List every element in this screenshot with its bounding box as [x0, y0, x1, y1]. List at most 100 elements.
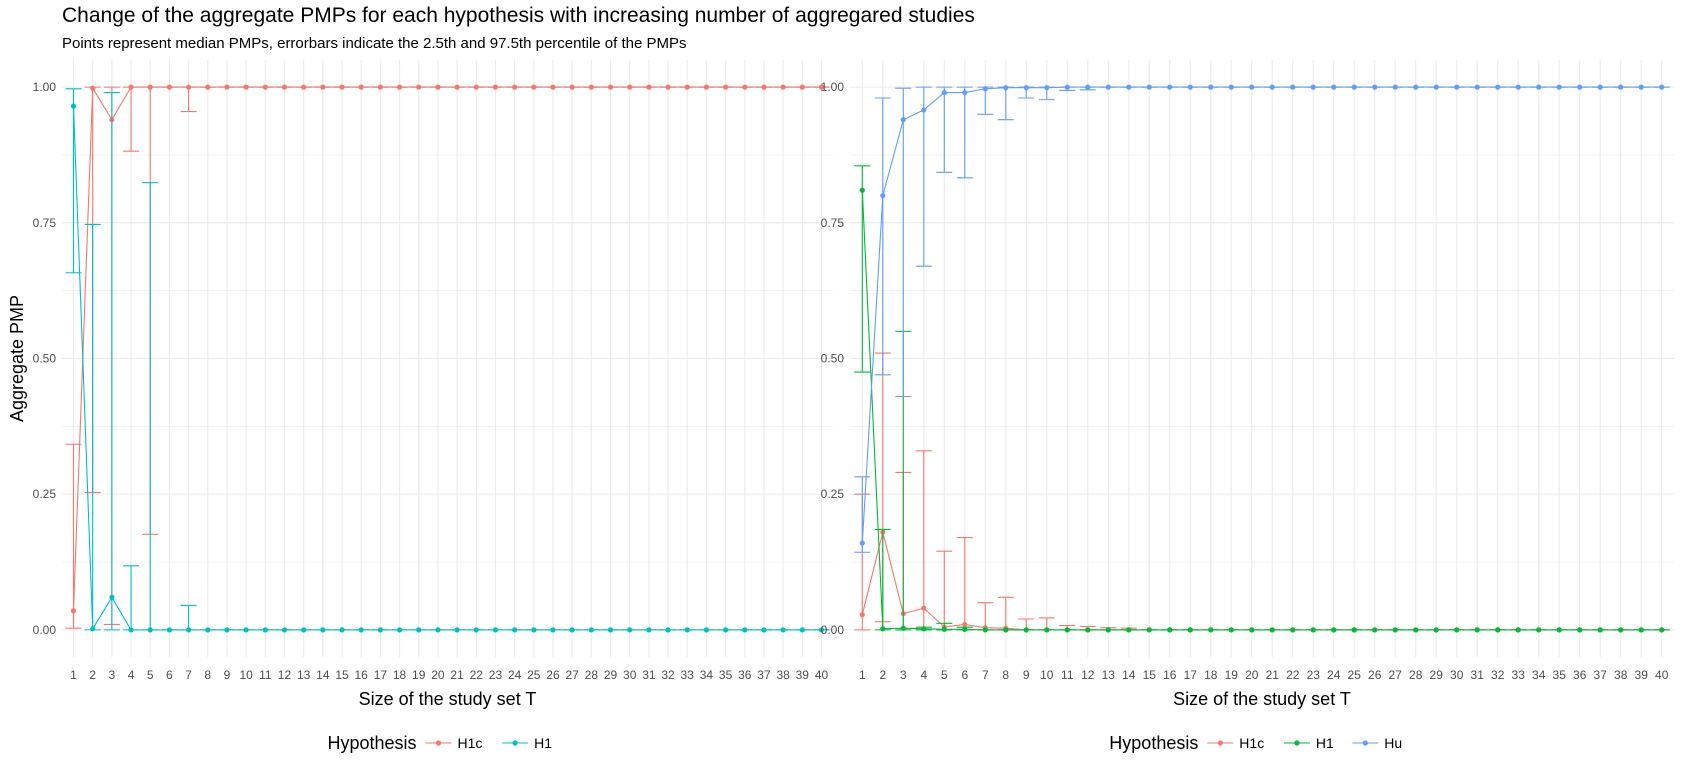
x-tick-label: 34 [700, 668, 714, 682]
data-point [128, 84, 134, 90]
data-point [128, 627, 134, 633]
data-point [1577, 627, 1583, 633]
x-tick-label: 19 [1225, 668, 1239, 682]
x-tick-label: 14 [316, 668, 330, 682]
data-point [147, 627, 153, 633]
errorbar [103, 92, 120, 631]
x-tick-label: 33 [681, 668, 695, 682]
data-point [1372, 627, 1378, 633]
data-point [320, 84, 326, 90]
data-point [646, 627, 652, 633]
legend-label: H1 [534, 735, 552, 751]
data-point [550, 84, 556, 90]
data-point [416, 84, 422, 90]
errorbar [997, 596, 1014, 631]
series-H1 [65, 88, 830, 633]
x-tick-label: 4 [920, 668, 927, 682]
data-point [1023, 627, 1029, 633]
data-point [377, 627, 383, 633]
y-tick-label: 0.50 [821, 352, 845, 366]
data-point [377, 84, 383, 90]
data-point [492, 627, 499, 633]
x-tick-label: 15 [335, 668, 349, 682]
x-tick-label: 26 [1368, 668, 1382, 682]
errorbar [936, 550, 953, 631]
data-point [1269, 627, 1275, 633]
data-point [799, 627, 805, 633]
data-point [166, 84, 173, 90]
x-tick-label: 27 [1389, 668, 1403, 682]
data-point [454, 84, 460, 90]
data-point [1187, 627, 1193, 633]
data-point [569, 627, 575, 633]
data-point [1515, 84, 1521, 90]
data-point [1351, 84, 1357, 90]
data-point [703, 627, 710, 633]
legend-key-point [1362, 740, 1368, 746]
x-tick-label: 20 [1245, 668, 1259, 682]
x-tick-label: 25 [1348, 668, 1362, 682]
data-point [1351, 627, 1357, 633]
data-point [243, 84, 249, 90]
errorbar [180, 86, 197, 113]
y-tick-label: 1.00 [821, 80, 845, 94]
series-line [72, 106, 822, 631]
data-point [1085, 627, 1091, 633]
x-tick-label: 12 [278, 668, 292, 682]
data-point [1495, 627, 1501, 633]
legend-item-H1c: H1c [425, 735, 482, 751]
data-point [1064, 627, 1070, 633]
x-tick-label: 23 [489, 668, 503, 682]
data-point [742, 627, 748, 633]
data-point [512, 84, 518, 90]
data-point [90, 85, 96, 91]
data-point [1331, 627, 1337, 633]
data-point [1515, 627, 1521, 633]
legend-key-point [435, 740, 442, 746]
y-tick-label: 1.00 [33, 80, 57, 94]
errorbar [874, 97, 891, 376]
data-point [243, 627, 249, 633]
data-point [1105, 84, 1111, 90]
data-point [1392, 627, 1398, 633]
data-point [1167, 627, 1173, 633]
data-point [1105, 627, 1111, 633]
x-tick-label: 21 [450, 668, 464, 682]
y-tick-label: 0.50 [33, 352, 57, 366]
x-tick-label: 29 [604, 668, 618, 682]
data-point [646, 84, 652, 90]
x-tick-label: 10 [1040, 668, 1054, 682]
legend-item-H1c: H1c [1207, 735, 1264, 751]
legend-key-point [512, 740, 518, 746]
x-tick-label: 1 [859, 668, 866, 682]
x-tick-label: 17 [1184, 668, 1198, 682]
data-point [1044, 85, 1050, 91]
data-point [921, 605, 927, 611]
errorbar [874, 528, 891, 631]
data-point [607, 84, 614, 90]
data-point [588, 627, 594, 633]
y-tick-label: 0.75 [33, 216, 57, 230]
x-tick-label: 12 [1081, 668, 1095, 682]
data-point [166, 627, 173, 633]
legend-title: Hypothesis [1109, 733, 1198, 753]
data-point [1618, 84, 1624, 90]
data-point [1536, 627, 1542, 633]
data-point [1659, 84, 1665, 90]
x-tick-label: 28 [1409, 668, 1423, 682]
series-line [72, 86, 822, 611]
x-tick-label: 31 [642, 668, 656, 682]
x-tick-label: 2 [89, 668, 96, 682]
data-point [627, 84, 633, 90]
legend-title: Hypothesis [328, 733, 417, 753]
series-Hu [854, 84, 1670, 553]
x-tick-label: 39 [796, 668, 810, 682]
x-tick-label: 3 [900, 668, 907, 682]
data-point [818, 84, 825, 90]
data-point [1126, 627, 1132, 633]
data-point [1331, 84, 1337, 90]
data-point [665, 627, 671, 633]
data-point [358, 84, 364, 90]
data-point [880, 626, 886, 632]
x-tick-label: 31 [1471, 668, 1485, 682]
